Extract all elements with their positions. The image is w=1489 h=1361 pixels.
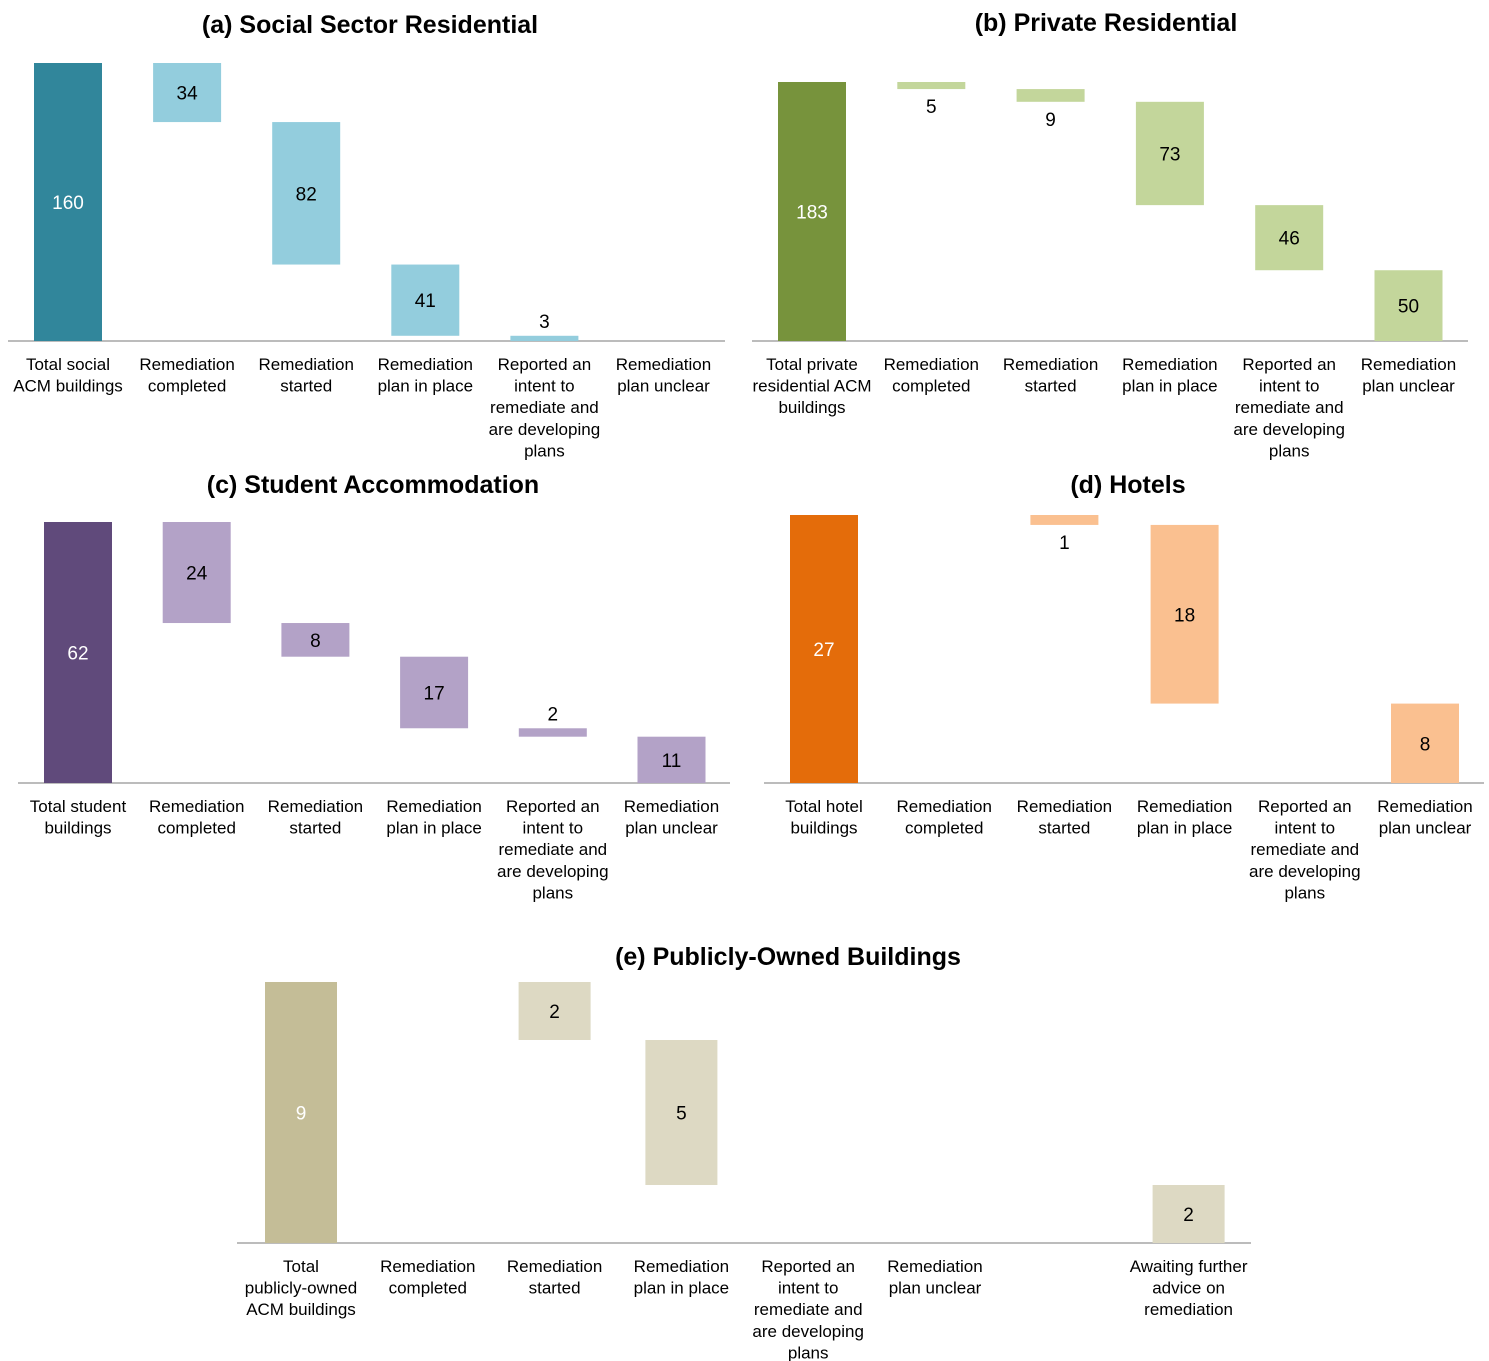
category-label: Total publicly-owned ACM buildings bbox=[245, 1257, 357, 1319]
bar bbox=[265, 982, 337, 1243]
bar bbox=[1391, 703, 1459, 783]
bar bbox=[778, 82, 846, 341]
category-label: Remediation completed bbox=[884, 355, 979, 396]
bar bbox=[518, 728, 587, 737]
data-label: 46 bbox=[1279, 229, 1300, 250]
data-label: 9 bbox=[1045, 110, 1056, 131]
category-label: Reported an intent to remediate and are dev… bbox=[1233, 355, 1345, 460]
bar bbox=[272, 122, 341, 265]
category-label: Remediation plan in place bbox=[634, 1257, 729, 1298]
data-label: 34 bbox=[177, 84, 199, 105]
data-label: 2 bbox=[548, 704, 559, 725]
category-label: Remediation plan in place bbox=[1122, 355, 1217, 396]
data-label: 9 bbox=[296, 1104, 307, 1125]
category-label: Reported an intent to remediate and are dev… bbox=[497, 797, 609, 902]
data-label: 160 bbox=[52, 193, 84, 214]
chart-3: (d) Hotels 27 Total hotel buildings Remediat… bbox=[764, 471, 1484, 902]
bar bbox=[1150, 524, 1219, 704]
bar bbox=[391, 264, 460, 336]
bar bbox=[1030, 515, 1099, 525]
category-label: Remediation plan unclear bbox=[1361, 355, 1456, 396]
data-label: 41 bbox=[415, 291, 436, 312]
category-label: Reported an intent to remediate and are dev… bbox=[752, 1257, 864, 1361]
data-label: 82 bbox=[296, 184, 317, 205]
data-label: 8 bbox=[310, 631, 321, 652]
bar bbox=[1255, 205, 1324, 271]
category-label: Total hotel buildings bbox=[785, 797, 863, 838]
chart-title: (b) Private Residential bbox=[975, 9, 1238, 37]
bar bbox=[1374, 270, 1443, 341]
category-label: Remediation plan unclear bbox=[887, 1257, 982, 1298]
category-label: Remediation plan unclear bbox=[616, 355, 711, 396]
data-label: 5 bbox=[676, 1104, 687, 1125]
bar bbox=[1016, 89, 1085, 102]
category-label: Total private residential ACM buildings bbox=[752, 355, 871, 417]
category-label: Reported an intent to remediate and are dev… bbox=[489, 355, 601, 460]
bar bbox=[281, 623, 350, 657]
chart-title: (c) Student Accommodation bbox=[207, 471, 539, 499]
category-label: Total social ACM buildings bbox=[13, 355, 123, 396]
bar bbox=[518, 982, 591, 1040]
category-label: Reported an intent to remediate and are dev… bbox=[1249, 797, 1361, 902]
category-label: Awaiting further advice on remediation bbox=[1130, 1257, 1248, 1319]
category-label: Remediation started bbox=[1017, 797, 1112, 838]
bar bbox=[1135, 101, 1204, 206]
data-label: 5 bbox=[926, 97, 937, 118]
category-label: Remediation plan in place bbox=[378, 355, 473, 396]
chart-0: (a) Social Sector Residential 160 Total so… bbox=[8, 11, 725, 460]
bar bbox=[897, 82, 966, 90]
bar bbox=[162, 522, 231, 624]
chart-4: (e) Publicly-Owned Buildings 9 Total public… bbox=[237, 943, 1251, 1361]
category-label: Remediation plan in place bbox=[386, 797, 481, 838]
bar bbox=[153, 63, 222, 123]
category-label: Remediation completed bbox=[380, 1257, 475, 1298]
category-label: Remediation plan unclear bbox=[1377, 797, 1472, 838]
chart-title: (d) Hotels bbox=[1070, 471, 1185, 499]
category-label: Remediation completed bbox=[149, 797, 244, 838]
data-label: 73 bbox=[1159, 144, 1180, 165]
bar bbox=[637, 736, 706, 783]
data-label: 11 bbox=[662, 751, 682, 772]
data-label: 2 bbox=[549, 1002, 560, 1023]
data-label: 8 bbox=[1420, 734, 1431, 755]
data-label: 3 bbox=[539, 312, 550, 333]
category-label: Remediation started bbox=[258, 355, 353, 396]
chart-1: (b) Private Residential 183 Total private r… bbox=[752, 9, 1468, 460]
bar bbox=[1152, 1185, 1225, 1243]
chart-2: (c) Student Accommodation 62 Total student… bbox=[18, 471, 730, 902]
chart-title: (e) Publicly-Owned Buildings bbox=[615, 943, 961, 971]
category-label: Remediation completed bbox=[139, 355, 234, 396]
data-label: 62 bbox=[67, 644, 88, 665]
category-label: Total student buildings bbox=[30, 797, 127, 838]
chart-title: (a) Social Sector Residential bbox=[202, 11, 538, 39]
data-label: 27 bbox=[813, 640, 834, 661]
data-label: 50 bbox=[1398, 297, 1419, 318]
category-label: Remediation completed bbox=[896, 797, 991, 838]
bar bbox=[790, 515, 858, 783]
bar bbox=[510, 335, 579, 341]
category-label: Remediation started bbox=[1003, 355, 1098, 396]
category-label: Remediation plan in place bbox=[1137, 797, 1232, 838]
data-label: 24 bbox=[186, 564, 208, 585]
category-label: Remediation started bbox=[507, 1257, 602, 1298]
category-label: Remediation plan unclear bbox=[624, 797, 719, 838]
data-label: 2 bbox=[1183, 1205, 1194, 1226]
data-label: 17 bbox=[424, 683, 445, 704]
data-label: 183 bbox=[796, 203, 828, 224]
data-label: 1 bbox=[1059, 533, 1070, 554]
data-label: 18 bbox=[1174, 605, 1195, 626]
bar bbox=[645, 1040, 718, 1185]
bar bbox=[44, 522, 112, 783]
bar bbox=[400, 656, 469, 729]
category-label: Remediation started bbox=[268, 797, 363, 838]
bar bbox=[34, 63, 102, 341]
